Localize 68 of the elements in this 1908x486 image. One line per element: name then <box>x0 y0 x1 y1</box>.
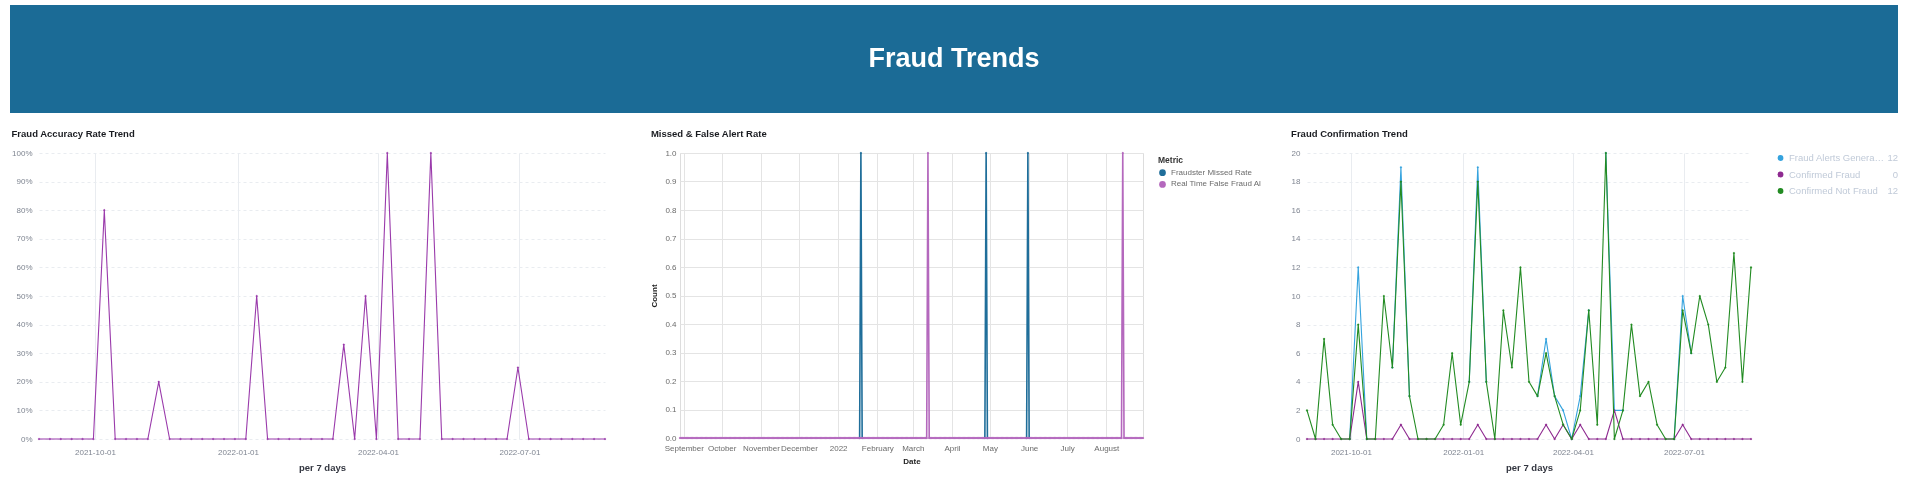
y-tick-label: 0.7 <box>665 234 678 243</box>
y-tick-label: 0.5 <box>665 291 678 300</box>
y-tick-label: 0.0 <box>665 433 678 443</box>
y-tick-label: 4 <box>1296 377 1302 387</box>
y-tick-label: 18 <box>1291 177 1302 187</box>
x-tick-label: September <box>664 443 705 453</box>
y-tick-label: 100% <box>12 148 33 158</box>
x-tick-label: May <box>982 443 998 453</box>
x-tick-label: February <box>861 443 894 453</box>
legend-title: Metric <box>1158 155 1184 165</box>
chart-title: Missed & False Alert Rate <box>650 127 767 139</box>
text: Fraud Trends <box>868 43 1040 73</box>
y-tick-label: 60% <box>16 262 33 272</box>
legend-label: Real Time False Fraud Al <box>1171 179 1262 189</box>
x-tick-label: 2022-01-01 <box>1443 447 1485 457</box>
y-tick-label: 10% <box>16 405 33 415</box>
x-tick-label: 2022 <box>829 443 849 453</box>
text: 12 <box>1887 185 1898 196</box>
y-tick-label: 0.2 <box>665 376 678 386</box>
y-tick-label: 0.6 <box>665 262 678 272</box>
y-tick-label: 90% <box>16 177 33 187</box>
x-tick-label: 2022-07-01 <box>1663 447 1706 457</box>
x-tick-label: March <box>902 443 925 453</box>
x-tick-label: 2022-04-01 <box>1552 447 1595 457</box>
x-tick-label: April <box>944 443 961 453</box>
x-axis-title: per 7 days <box>299 461 346 473</box>
y-tick-label: 6 <box>1296 348 1302 358</box>
chart-title: Fraud Accuracy Rate Trend <box>11 127 135 139</box>
y-tick-label: 1.0 <box>665 148 678 158</box>
y-tick-label: 16 <box>1291 205 1302 215</box>
x-tick-label: 2021-10-01 <box>75 447 117 457</box>
x-tick-label: December <box>780 443 819 453</box>
y-tick-label: 0.4 <box>665 319 678 329</box>
y-tick-label: 70% <box>16 234 33 244</box>
x-tick-label: October <box>708 443 737 453</box>
y-tick-label: 80% <box>16 205 33 215</box>
y-tick-label: 20 <box>1291 148 1302 158</box>
y-tick-label: 20% <box>16 377 33 387</box>
y-tick-label: 14 <box>1291 234 1302 244</box>
y-tick-label: 2 <box>1296 405 1302 415</box>
x-axis-title: Date <box>903 456 922 466</box>
y-tick-label: 40% <box>16 320 33 330</box>
y-tick-label: 0.3 <box>665 348 678 357</box>
x-tick-label: June <box>1020 443 1039 453</box>
y-tick-label: 0.8 <box>665 205 678 215</box>
legend-label: Confirmed Fraud <box>1789 168 1861 180</box>
text: 12 <box>1887 152 1898 163</box>
y-axis-title: Count <box>650 284 660 308</box>
x-tick-label: 2022-04-01 <box>358 447 400 457</box>
y-tick-label: 30% <box>16 348 33 358</box>
x-tick-label: 2022-01-01 <box>218 447 260 457</box>
x-tick-label: 2021-10-01 <box>1330 447 1373 457</box>
y-tick-label: 50% <box>16 291 33 301</box>
x-tick-label: 2022-07-01 <box>499 447 541 457</box>
y-tick-label: 0.1 <box>665 405 678 414</box>
y-tick-label: 8 <box>1296 320 1302 330</box>
x-tick-label: November <box>743 443 781 453</box>
y-tick-label: 12 <box>1291 262 1302 272</box>
y-tick-label: 10 <box>1291 291 1302 301</box>
x-axis-title: per 7 days <box>1506 461 1553 473</box>
legend-label: Confirmed Not Fraud <box>1789 185 1878 196</box>
chart-title: Fraud Confirmation Trend <box>1291 127 1408 139</box>
x-tick-label: August <box>1094 443 1121 453</box>
y-tick-label: 0% <box>20 434 33 444</box>
y-tick-label: 0 <box>1296 434 1302 444</box>
x-tick-label: July <box>1060 443 1075 453</box>
y-tick-label: 0.9 <box>665 177 678 186</box>
legend-label: Fraudster Missed Rate <box>1171 167 1253 177</box>
